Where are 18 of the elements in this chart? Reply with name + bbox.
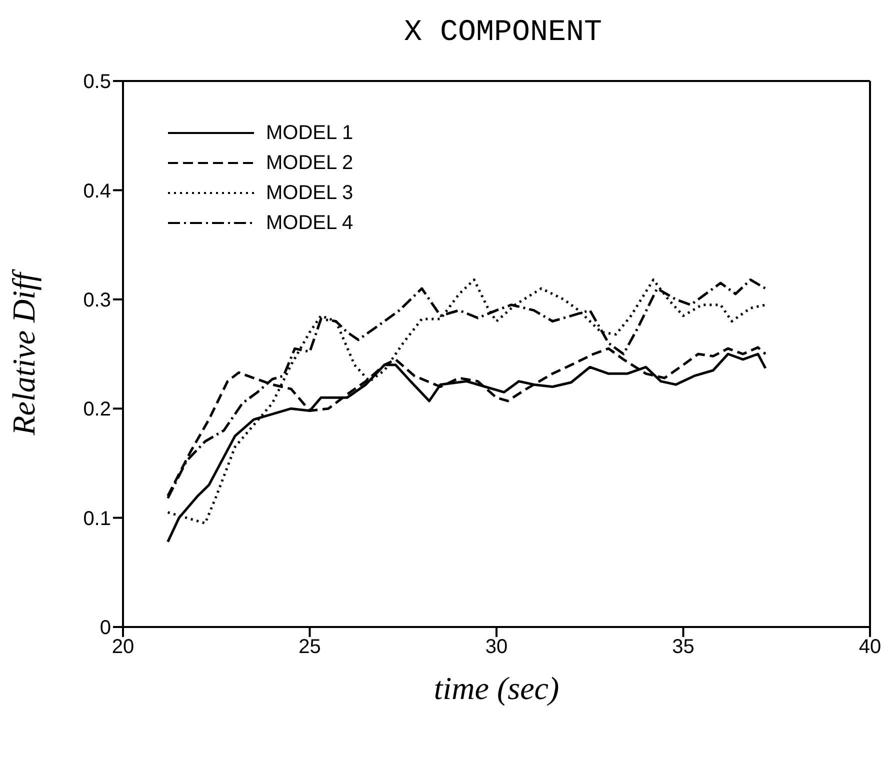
x-axis-title: time (sec)	[434, 670, 560, 706]
legend-label: MODEL 3	[266, 182, 354, 204]
chart-title: X COMPONENT	[402, 16, 604, 50]
x-tick-label: 25	[298, 636, 321, 658]
x-tick-label: 30	[485, 636, 508, 658]
y-tick-label: 0.5	[83, 71, 111, 94]
y-tick-label: 0.2	[83, 398, 111, 421]
y-tick-label: 0	[100, 617, 111, 640]
x-tick-label: 20	[112, 636, 134, 658]
x-tick-label: 35	[672, 636, 694, 658]
y-axis-title: Relative Diff	[5, 268, 42, 436]
legend-label: MODEL 4	[266, 212, 354, 234]
y-tick-label: 0.4	[83, 180, 111, 202]
y-tick-label: 0.3	[83, 290, 111, 312]
legend-label: MODEL 2	[266, 152, 354, 174]
y-tick-label: 0.1	[83, 508, 111, 530]
legend-label: MODEL 1	[266, 122, 354, 144]
x-tick-label: 40	[858, 636, 882, 658]
